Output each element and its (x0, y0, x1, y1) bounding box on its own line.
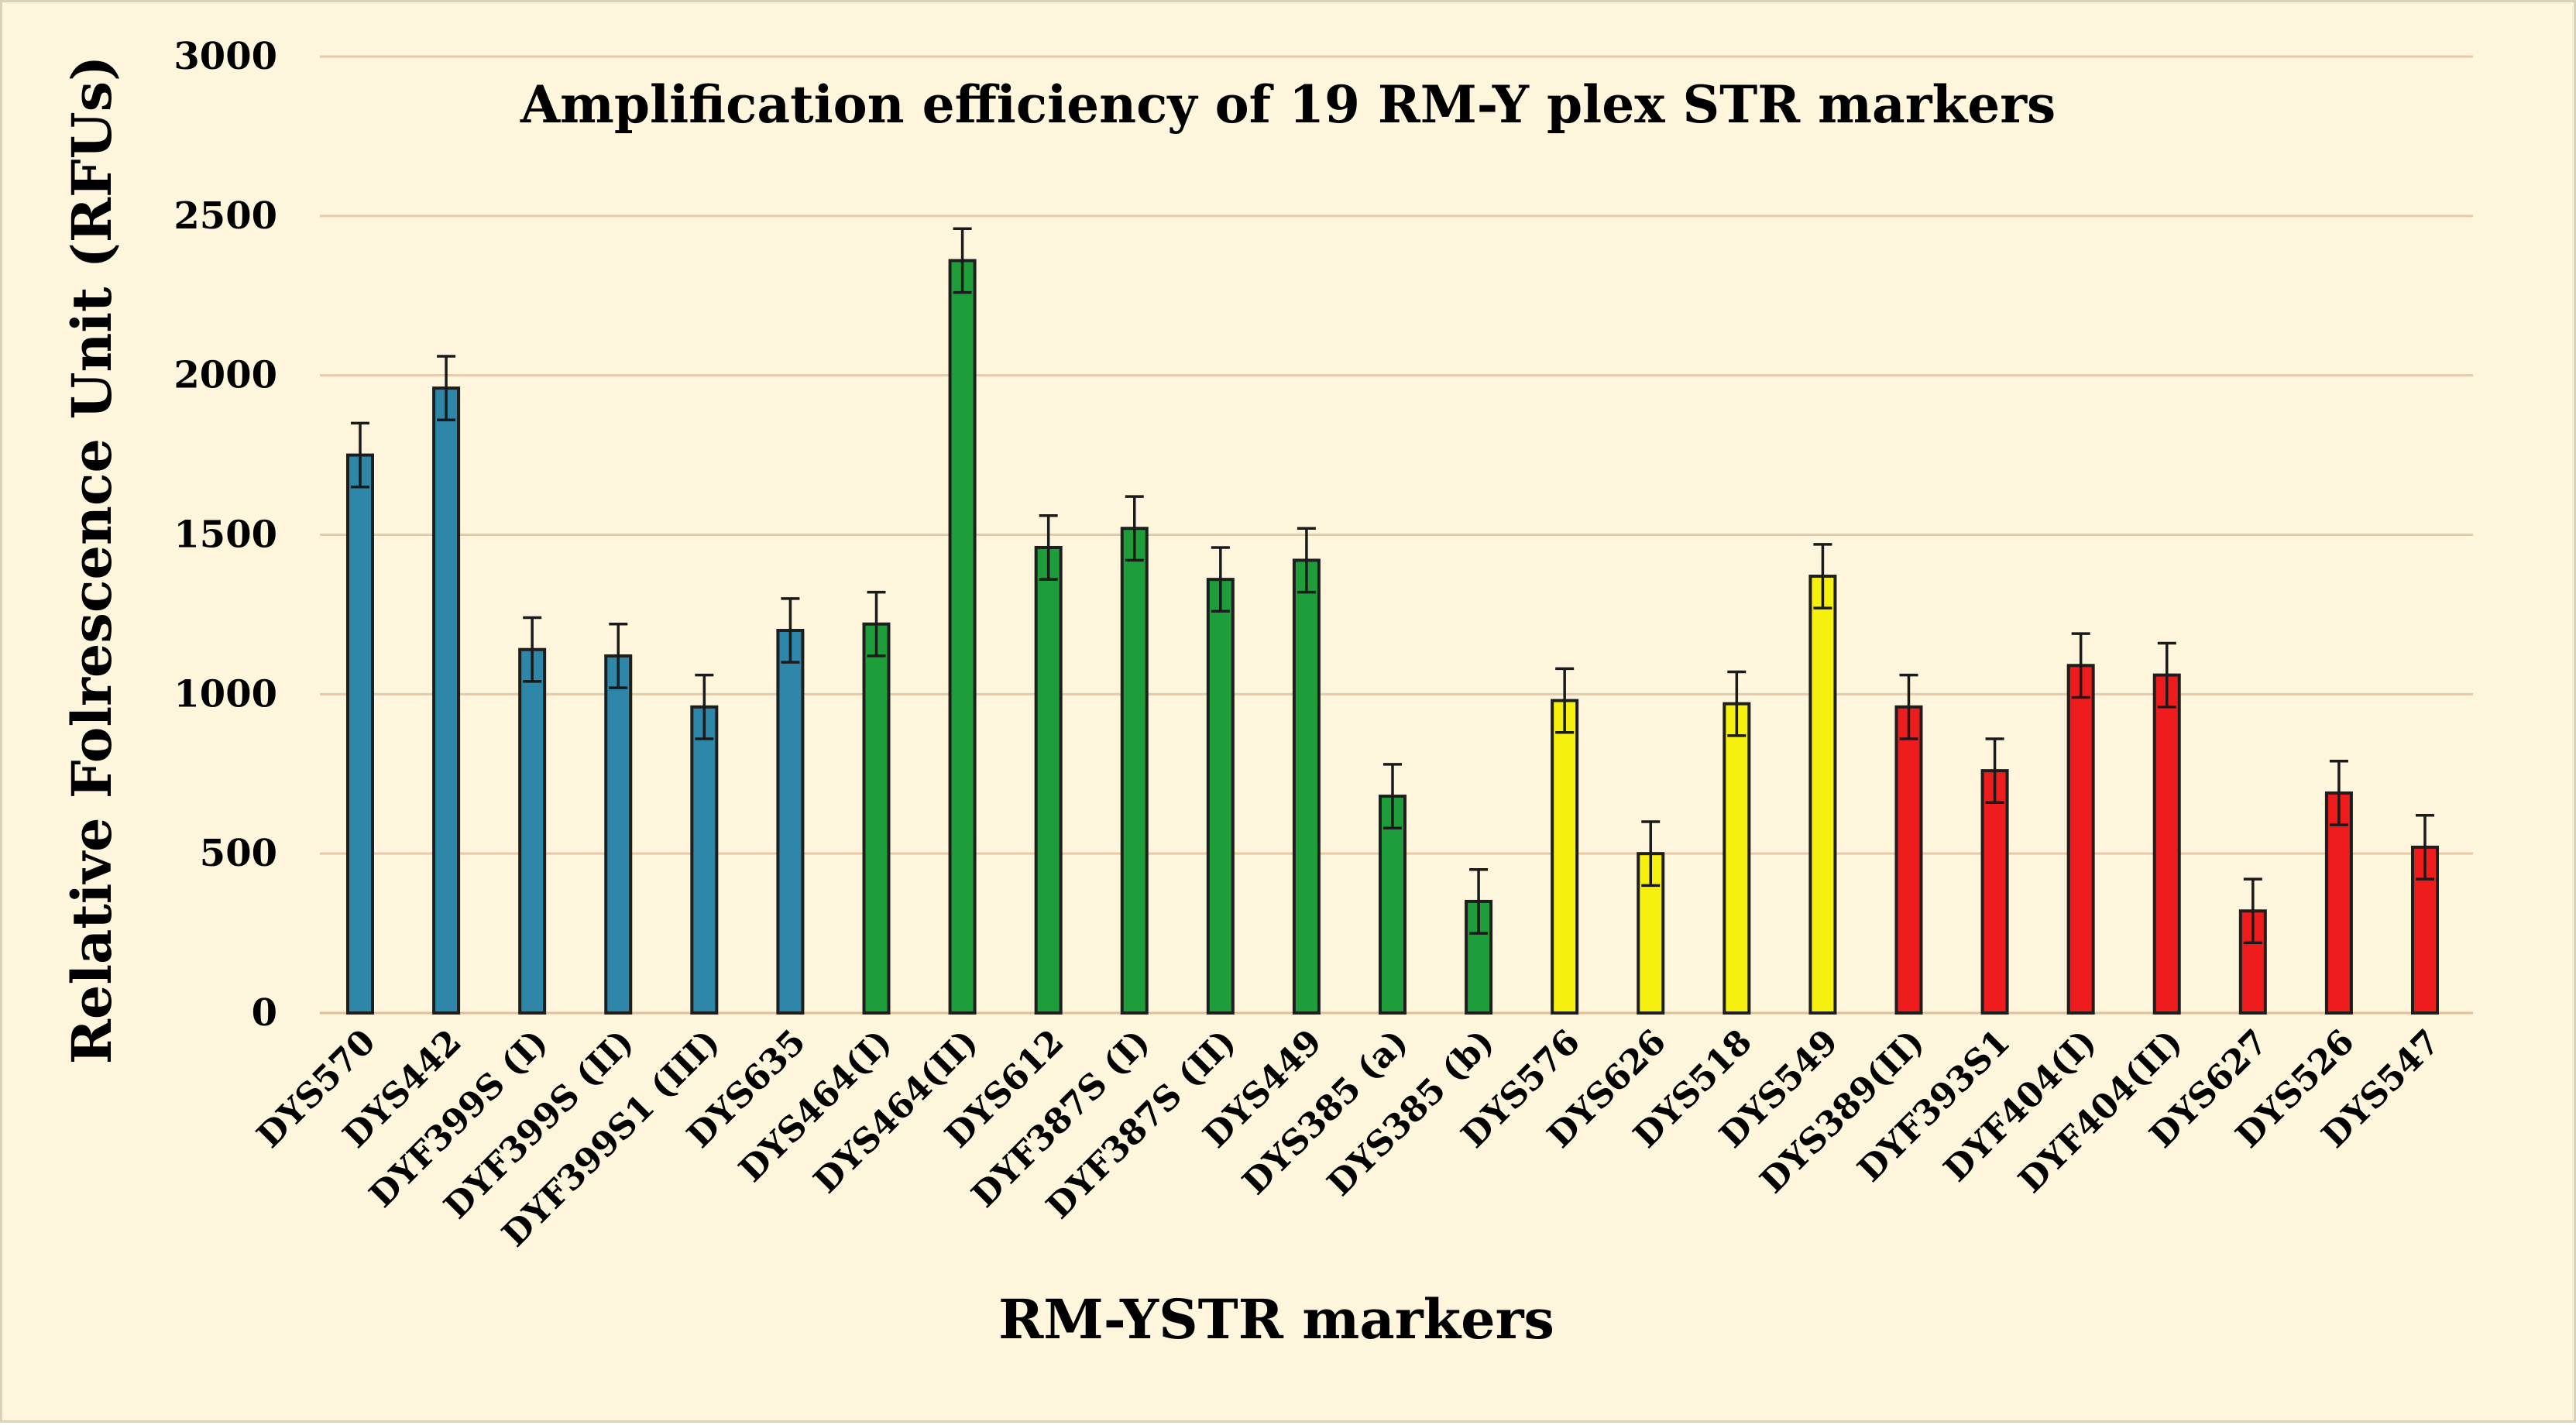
error-bar (1039, 514, 1058, 581)
y-axis-title: Relative Folrescence Unit (RFUs) (60, 56, 124, 1065)
y-tick-label: 500 (200, 832, 277, 875)
y-tick-label: 1500 (173, 513, 277, 557)
bar (690, 705, 719, 1015)
error-bar (1383, 763, 1402, 829)
bar (1722, 702, 1751, 1015)
bar (1120, 527, 1149, 1015)
error-bar (1727, 670, 1747, 737)
bar (2152, 673, 2181, 1015)
bar (1379, 795, 1406, 1015)
bar (346, 453, 374, 1015)
bar (1808, 575, 1837, 1015)
error-bar (1469, 868, 1489, 935)
bar (432, 386, 461, 1015)
error-bar (1555, 667, 1575, 734)
bar (1206, 578, 1235, 1015)
y-tick-label: 3000 (173, 35, 277, 78)
bar (1034, 545, 1063, 1015)
y-tick-label: 0 (252, 991, 277, 1035)
error-bar (609, 623, 628, 689)
error-bar (695, 673, 714, 740)
bar (518, 647, 547, 1015)
error-bar (1641, 820, 1661, 888)
y-axis-ticks: 0 500 1000 1500 2000 2500 3000 (173, 35, 277, 1035)
bar (1894, 705, 1923, 1015)
error-bar (781, 597, 800, 664)
bar (2066, 664, 2095, 1015)
bar (1292, 558, 1321, 1015)
error-bar (2071, 632, 2090, 699)
error-bar (1813, 543, 1832, 609)
error-bar (1125, 495, 1144, 562)
y-tick-label: 2000 (173, 354, 277, 397)
bar (776, 629, 805, 1015)
y-tick-label: 2500 (173, 194, 277, 238)
error-bar (1211, 546, 1230, 613)
bar (948, 259, 977, 1015)
error-bar (867, 590, 886, 658)
error-bars (351, 227, 2434, 945)
error-bar (2157, 641, 2176, 709)
bar (1551, 699, 1579, 1015)
error-bar (953, 227, 972, 294)
gridlines (320, 55, 2473, 1015)
error-bar (2329, 760, 2348, 826)
error-bar (1297, 527, 1316, 594)
bar (862, 622, 891, 1015)
x-axis-title: RM-YSTR markers (998, 1287, 1554, 1351)
error-bar (2243, 877, 2262, 945)
error-bar (523, 616, 542, 683)
bars (346, 259, 2439, 1015)
bar (1980, 769, 2009, 1015)
y-tick-label: 1000 (173, 672, 277, 716)
error-bar (351, 421, 369, 489)
error-bar (2416, 814, 2434, 881)
error-bar (1899, 673, 1918, 740)
bar (604, 654, 633, 1015)
error-bar (437, 355, 456, 422)
bar (2324, 791, 2353, 1015)
chart-title: Amplification efficiency of 19 RM-Y plex… (520, 74, 2056, 135)
error-bar (1985, 737, 2004, 805)
